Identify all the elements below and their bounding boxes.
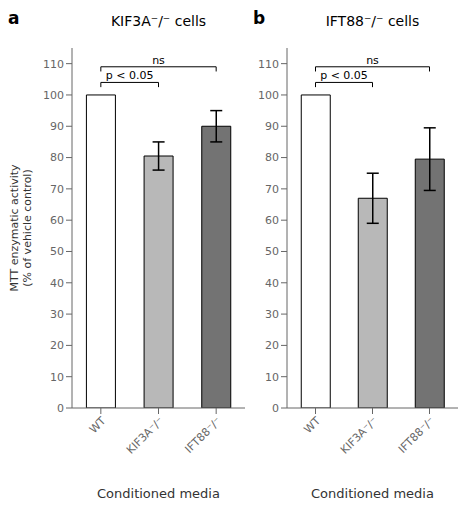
svg-text:30: 30 [50, 308, 64, 321]
svg-text:50: 50 [265, 245, 279, 258]
svg-text:Conditioned media: Conditioned media [311, 486, 434, 501]
svg-text:WT: WT [87, 414, 109, 436]
svg-text:20: 20 [50, 339, 64, 352]
svg-text:p < 0.05: p < 0.05 [320, 69, 368, 82]
svg-text:MTT enzymatic activity(% of ve: MTT enzymatic activity(% of vehicle cont… [8, 164, 34, 292]
svg-text:50: 50 [50, 245, 64, 258]
svg-text:40: 40 [50, 277, 64, 290]
svg-text:80: 80 [265, 151, 279, 164]
svg-text:WT: WT [301, 414, 323, 436]
svg-text:90: 90 [50, 120, 64, 133]
svg-text:90: 90 [265, 120, 279, 133]
svg-text:10: 10 [265, 371, 279, 384]
svg-text:110: 110 [258, 58, 279, 71]
svg-text:Conditioned media: Conditioned media [97, 486, 220, 501]
svg-text:80: 80 [50, 151, 64, 164]
svg-text:ns: ns [366, 54, 379, 67]
svg-text:KIF3A⁻/⁻: KIF3A⁻/⁻ [124, 414, 166, 456]
svg-text:70: 70 [265, 183, 279, 196]
html-text:b: b [253, 8, 266, 28]
svg-text:ns: ns [152, 54, 165, 67]
svg-text:60: 60 [265, 214, 279, 227]
svg-text:p < 0.05: p < 0.05 [106, 69, 154, 82]
svg-text:KIF3A⁻/⁻: KIF3A⁻/⁻ [338, 414, 380, 456]
svg-text:IFT88⁻/⁻: IFT88⁻/⁻ [396, 414, 437, 455]
svg-text:60: 60 [50, 214, 64, 227]
html-text:IFT88⁻/⁻ cells: IFT88⁻/⁻ cells [325, 13, 420, 29]
svg-text:110: 110 [43, 58, 64, 71]
svg-text:20: 20 [265, 339, 279, 352]
html-text:a: a [8, 8, 20, 28]
svg-text:30: 30 [265, 308, 279, 321]
svg-text:70: 70 [50, 183, 64, 196]
svg-text:IFT88⁻/⁻: IFT88⁻/⁻ [182, 414, 223, 455]
svg-text:0: 0 [57, 402, 64, 415]
svg-text:0: 0 [272, 402, 279, 415]
svg-text:100: 100 [258, 89, 279, 102]
html-text:KIF3A⁻/⁻ cells: KIF3A⁻/⁻ cells [110, 13, 207, 29]
svg-text:100: 100 [43, 89, 64, 102]
svg-text:40: 40 [265, 277, 279, 290]
svg-text:10: 10 [50, 371, 64, 384]
